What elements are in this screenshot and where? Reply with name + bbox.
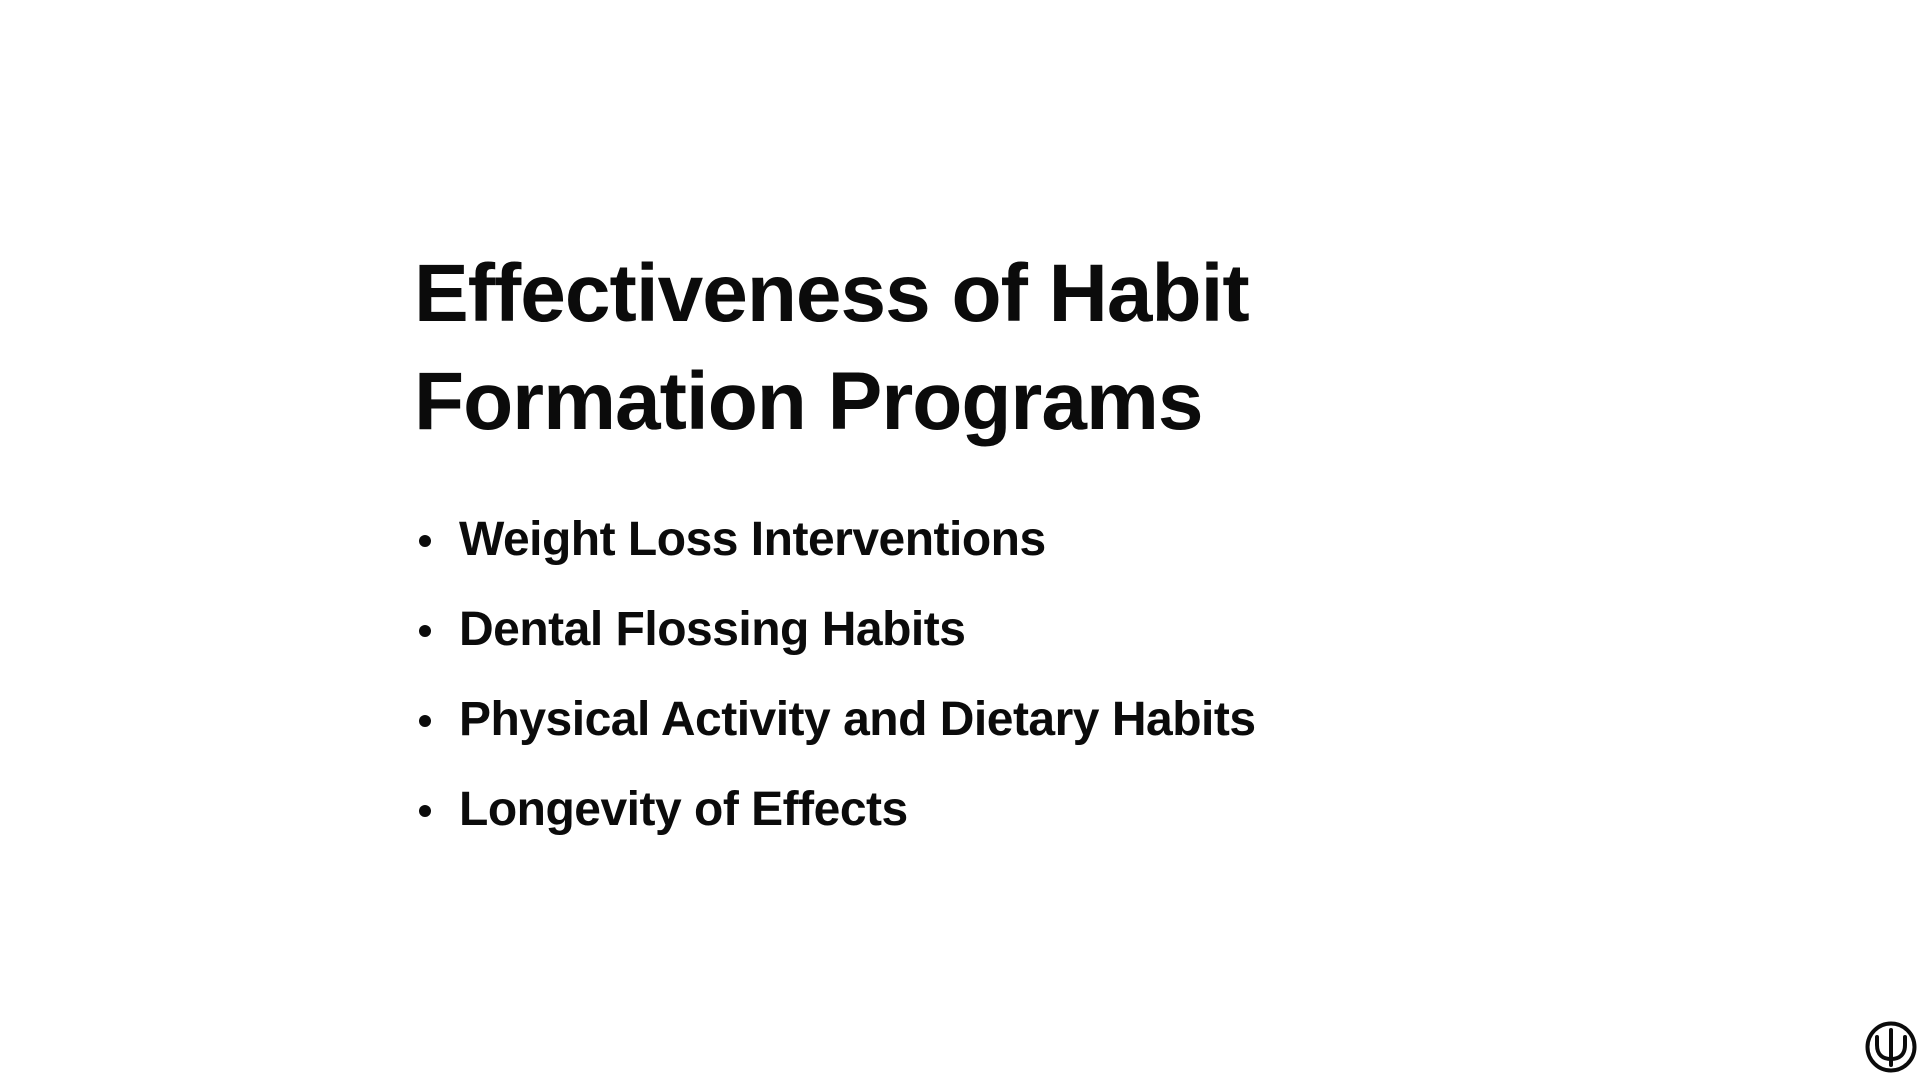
bullet-dot-icon xyxy=(419,715,431,727)
slide-title-line-2: Formation Programs xyxy=(414,356,1203,447)
bullet-dot-icon xyxy=(419,625,431,637)
bullet-text: Longevity of Effects xyxy=(459,783,908,836)
slide-title: Effectiveness of Habit Formation Program… xyxy=(414,240,1414,456)
bullet-text: Weight Loss Interventions xyxy=(459,513,1046,566)
bullet-dot-icon xyxy=(419,805,431,817)
bullet-item: Dental Flossing Habits xyxy=(414,600,1414,660)
bullet-item: Weight Loss Interventions xyxy=(414,510,1414,570)
slide-title-line-1: Effectiveness of Habit xyxy=(414,248,1250,339)
bullet-dot-icon xyxy=(419,535,431,547)
bullet-text: Dental Flossing Habits xyxy=(459,603,966,656)
slide-content: Effectiveness of Habit Formation Program… xyxy=(414,240,1414,870)
bullet-text: Physical Activity and Dietary Habits xyxy=(459,693,1256,746)
bullet-list: Weight Loss Interventions Dental Flossin… xyxy=(414,510,1414,840)
psi-icon xyxy=(1865,1021,1917,1073)
bullet-item: Longevity of Effects xyxy=(414,780,1414,840)
bullet-item: Physical Activity and Dietary Habits xyxy=(414,690,1414,750)
